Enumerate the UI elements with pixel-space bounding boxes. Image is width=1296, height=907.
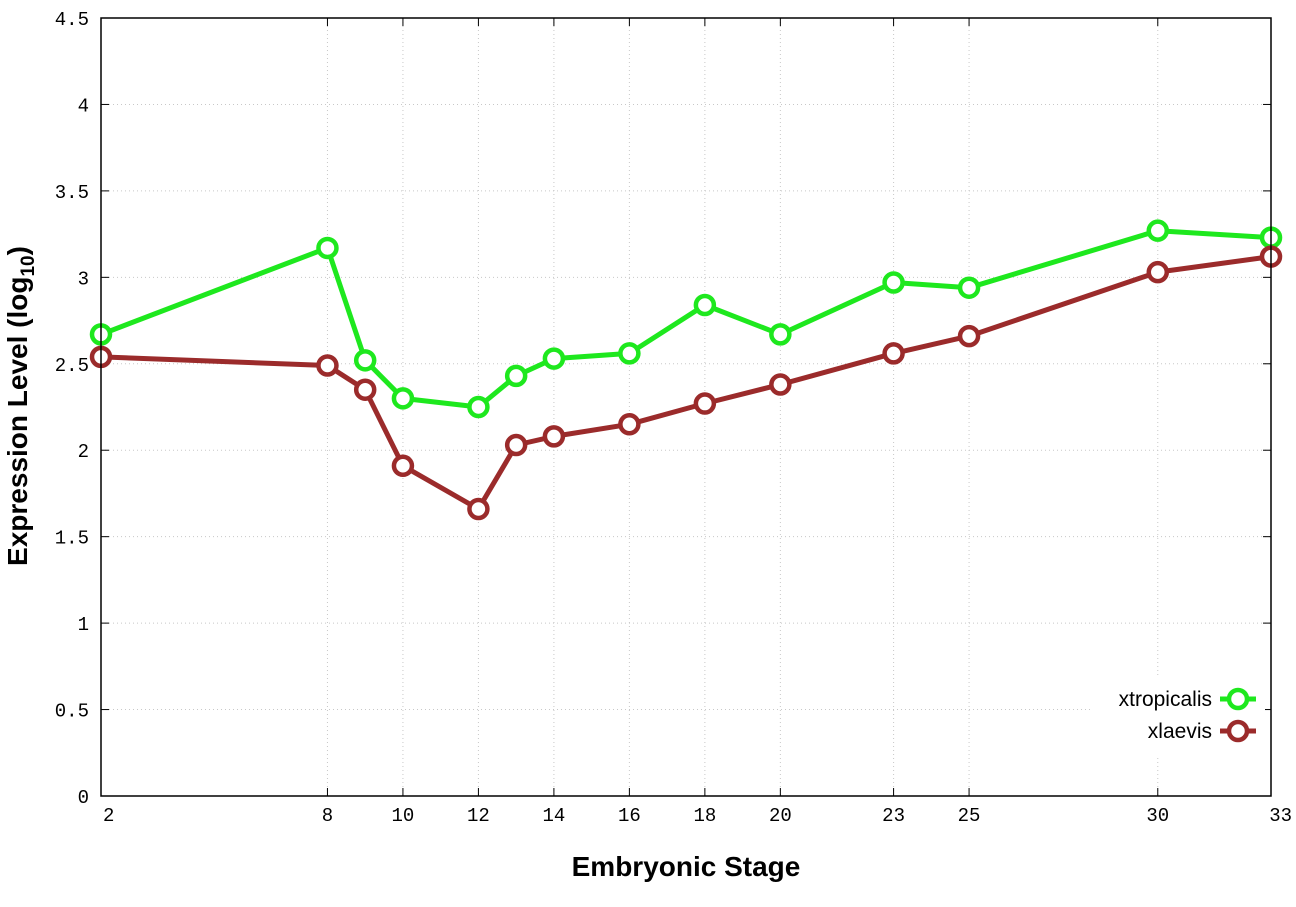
y-tick-label: 0.5 (55, 701, 89, 723)
data-point-xtropicalis (957, 276, 981, 299)
x-tick-label: 12 (467, 805, 490, 827)
legend-swatch-marker (1226, 687, 1250, 711)
legend-swatch-marker (1226, 719, 1250, 743)
y-axis-ticks: 0 0.5 1 1.5 2 2.5 3 3.5 4 4.5 (55, 9, 1271, 809)
data-point-xtropicalis (542, 347, 566, 370)
data-point-xlaevis (316, 354, 339, 377)
data-point-xtropicalis (1146, 219, 1170, 242)
x-tick-label: 2 (103, 805, 114, 827)
data-point-xlaevis (353, 378, 377, 401)
y-tick-label: 1 (78, 614, 89, 636)
data-point-xlaevis (467, 497, 490, 521)
x-tick-label: 16 (618, 805, 641, 827)
x-tick-label: 14 (542, 805, 565, 827)
x-tick-label: 33 (1269, 805, 1292, 827)
data-point-xtropicalis (504, 364, 528, 388)
legend: xtropicalis xlaevis (1119, 687, 1256, 743)
x-tick-label: 20 (769, 805, 792, 827)
data-point-xlaevis (542, 425, 566, 448)
y-tick-label: 0 (78, 787, 89, 809)
x-axis-title: Embryonic Stage (572, 851, 801, 882)
y-axis-title-close: ) (2, 246, 33, 255)
legend-background (1090, 675, 1265, 755)
y-tick-label: 3 (78, 268, 89, 290)
data-point-xlaevis (1146, 260, 1170, 284)
legend-item-xtropicalis: xtropicalis (1119, 687, 1256, 711)
x-tick-label: 18 (693, 805, 716, 827)
data-point-xtropicalis (353, 349, 377, 372)
data-point-xlaevis (504, 433, 528, 457)
legend-box (1090, 675, 1265, 755)
data-point-xtropicalis (769, 323, 792, 346)
data-point-xtropicalis (693, 293, 717, 317)
x-tick-label: 23 (882, 805, 905, 827)
y-tick-label: 2.5 (55, 355, 89, 377)
grid-lines (101, 18, 1271, 796)
legend-label: xtropicalis (1119, 688, 1212, 711)
y-axis-title: Expression Level (log10) (2, 246, 39, 566)
data-point-xlaevis (769, 373, 792, 396)
data-point-xtropicalis (618, 342, 641, 365)
data-point-xlaevis (957, 324, 981, 348)
data-point-xlaevis (618, 413, 641, 436)
y-axis-title-main: Expression Level (log (2, 277, 33, 566)
y-tick-label: 2 (78, 441, 89, 463)
series-xlaevis (89, 245, 1283, 521)
y-tick-label: 1.5 (55, 528, 89, 550)
data-series (89, 219, 1283, 521)
series-line-xtropicalis (100, 228, 1272, 410)
y-tick-label: 3.5 (55, 182, 89, 204)
data-point-xlaevis (391, 454, 415, 478)
series-line-xlaevis (100, 254, 1272, 512)
data-point-xtropicalis (882, 271, 905, 294)
y-tick-label: 4.5 (55, 9, 89, 31)
x-tick-label: 30 (1146, 805, 1169, 827)
y-tick-label: 4 (78, 95, 89, 117)
data-point-xtropicalis (391, 387, 415, 410)
y-axis-title-subscript: 10 (18, 255, 39, 276)
plot-frame (100, 17, 1272, 797)
series-xtropicalis (89, 219, 1283, 419)
x-tick-label: 25 (958, 805, 981, 827)
legend-item-xlaevis: xlaevis (1148, 719, 1256, 743)
legend-label: xlaevis (1148, 720, 1212, 743)
x-axis-ticks: 2 8 10 12 14 16 18 20 23 25 30 33 (100, 18, 1292, 827)
x-tick-label: 8 (322, 805, 333, 827)
data-point-xlaevis (882, 342, 905, 365)
data-point-xlaevis (693, 392, 717, 415)
data-point-xtropicalis (316, 236, 339, 260)
data-point-xtropicalis (467, 395, 490, 419)
x-tick-label: 10 (392, 805, 415, 827)
